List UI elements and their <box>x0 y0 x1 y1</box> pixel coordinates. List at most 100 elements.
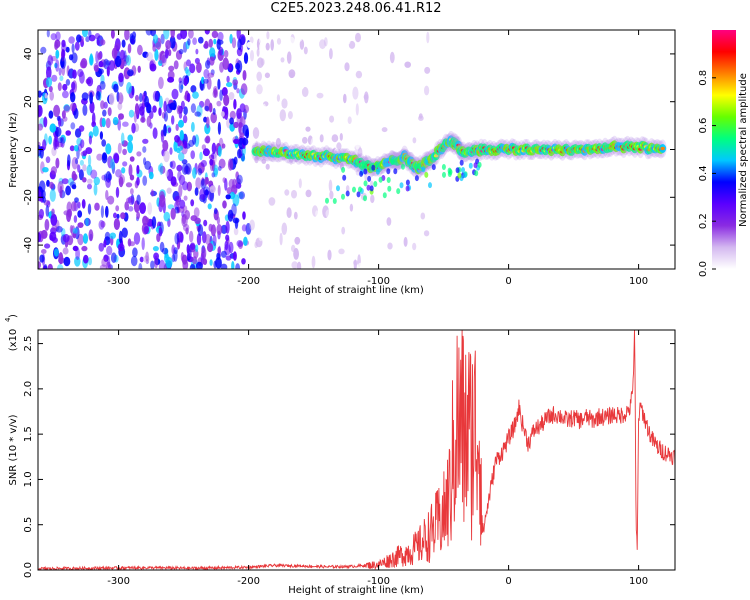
heatmap-blob <box>207 72 215 78</box>
heatmap-blob <box>59 75 64 82</box>
heatmap-blob <box>276 53 282 65</box>
heatmap-blob <box>178 80 184 94</box>
snr-y-label: SNR (10 * v/v) <box>8 414 19 485</box>
heatmap-blob <box>232 79 239 86</box>
heatmap-blob <box>88 257 92 266</box>
heatmap-blob <box>380 248 385 255</box>
heatmap-blob <box>281 222 288 235</box>
heatmap-blob <box>159 194 166 208</box>
heatmap-blob <box>278 252 286 262</box>
heatmap-blob <box>223 94 230 106</box>
heatmap-blob <box>477 161 482 168</box>
heatmap-blob <box>93 183 98 196</box>
heatmap-blob <box>159 162 164 175</box>
heatmap-blob <box>208 38 213 48</box>
heatmap-blob <box>67 154 71 167</box>
heatmap-blob <box>77 68 84 78</box>
heatmap-blob <box>220 263 228 269</box>
heatmap-blob <box>98 219 105 230</box>
heatmap-blob <box>178 152 185 162</box>
heatmap-blob <box>217 184 221 197</box>
heatmap-blob <box>196 62 202 74</box>
heatmap-blob <box>143 157 147 166</box>
snr-x-tick-label: 0 <box>505 576 511 587</box>
heatmap-blob <box>327 249 332 261</box>
heatmap-blob <box>225 234 230 242</box>
heatmap-blob <box>213 207 218 215</box>
heatmap-blob <box>304 68 308 74</box>
heatmap-blob <box>362 162 366 169</box>
heatmap-blob <box>57 82 62 91</box>
heatmap-blob <box>45 156 51 164</box>
heatmap-blob <box>249 159 254 167</box>
heatmap-blob <box>142 138 149 144</box>
heatmap-blob <box>142 215 149 226</box>
heatmap-x-ticks: -300 -200 -100 0 100 <box>107 30 648 287</box>
heatmap-blob <box>180 100 185 110</box>
heatmap-blob <box>88 229 94 242</box>
heatmap-blob <box>174 195 182 203</box>
heatmap-blob <box>71 157 79 170</box>
heatmap-blob <box>401 163 405 170</box>
heatmap-blob <box>122 148 127 156</box>
heatmap-blob <box>174 206 180 214</box>
heatmap-blob <box>355 103 359 116</box>
heatmap-blob <box>398 123 402 136</box>
heatmap-blob <box>396 188 401 195</box>
heatmap-blob <box>216 100 222 107</box>
heatmap-blob <box>44 243 51 249</box>
snr-y-tick-label: 1.0 <box>23 471 34 487</box>
heatmap-blob <box>139 92 143 103</box>
heatmap-blob <box>79 159 84 166</box>
heatmap-blob <box>328 179 333 192</box>
heatmap-blob <box>183 77 188 87</box>
heatmap-blob <box>168 49 172 57</box>
heatmap-blob <box>254 156 259 164</box>
heatmap-blob <box>122 161 128 167</box>
heatmap-blob <box>191 256 198 265</box>
heatmap-blob <box>114 42 121 50</box>
heatmap-blob <box>421 166 426 173</box>
heatmap-blob <box>67 177 74 186</box>
heatmap-blob <box>117 142 122 154</box>
heatmap-blob <box>226 75 230 83</box>
heatmap-blob <box>276 247 280 258</box>
heatmap-blob <box>323 37 328 47</box>
heatmap-blob <box>377 149 381 157</box>
heatmap-blob <box>181 214 187 225</box>
heatmap-blob <box>473 162 478 169</box>
heatmap-blob <box>67 208 73 218</box>
heatmap-blob <box>279 109 286 122</box>
heatmap-blob <box>354 211 361 222</box>
heatmap-blob <box>87 183 92 190</box>
heatmap-blob <box>237 148 242 159</box>
heatmap-blob <box>266 31 270 40</box>
heatmap-blob <box>315 35 320 43</box>
heatmap-blob <box>171 244 175 255</box>
heatmap-blob <box>63 105 71 113</box>
heatmap-blob <box>382 214 386 227</box>
heatmap-blob <box>164 49 169 59</box>
heatmap-blob <box>370 194 375 204</box>
heatmap-blob <box>65 130 71 136</box>
heatmap-blob <box>99 131 103 140</box>
heatmap-blob <box>89 101 95 114</box>
heatmap-blob <box>284 122 292 128</box>
heatmap-blob <box>189 230 194 243</box>
heatmap-blob <box>244 129 249 139</box>
heatmap-blob <box>241 258 246 265</box>
heatmap-blob <box>204 176 208 186</box>
snr-exponent-base: (x10 <box>8 329 19 352</box>
heatmap-blob <box>204 30 210 35</box>
heatmap-blob <box>118 72 124 83</box>
heatmap-blob <box>337 98 341 108</box>
heatmap-blob <box>93 64 99 73</box>
heatmap-blob <box>110 30 115 39</box>
colorbar-tick-label: 0.8 <box>698 70 709 86</box>
heatmap-blob <box>50 166 58 175</box>
heatmap-blob <box>179 130 184 141</box>
heatmap-blob <box>339 133 343 141</box>
heatmap-blob <box>161 247 169 255</box>
heatmap-blob <box>291 244 296 252</box>
colorbar-bar <box>712 30 736 269</box>
